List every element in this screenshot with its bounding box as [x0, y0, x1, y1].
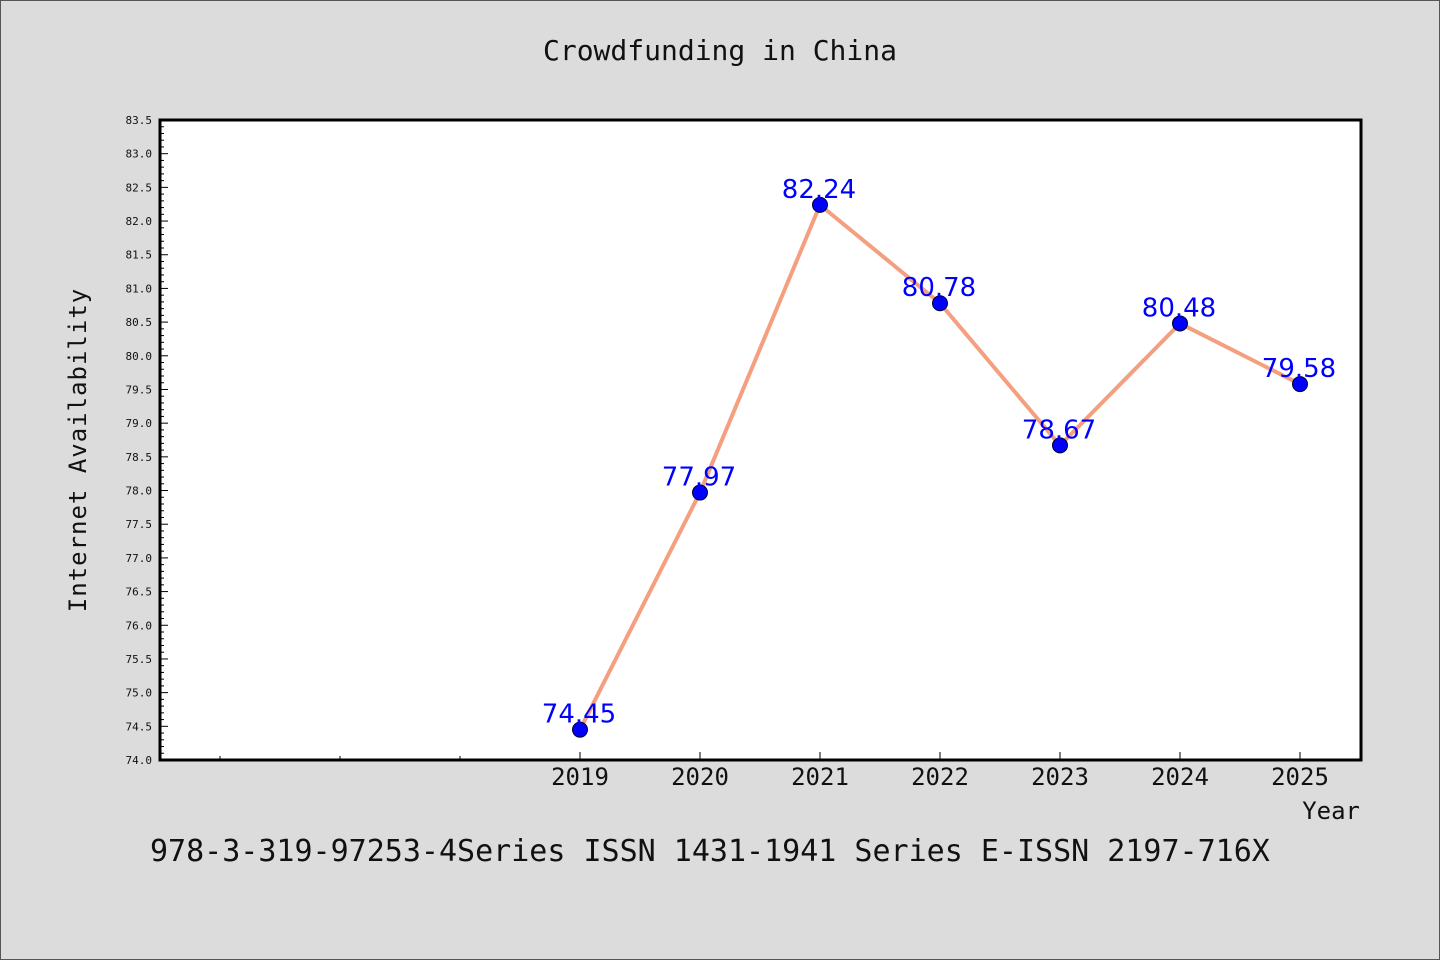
footer-isbn-text: 978-3-319-97253-4Series ISSN 1431-1941 S…	[150, 834, 1270, 869]
y-tick-label: 79.5	[126, 383, 153, 396]
y-tick-label: 74.5	[126, 720, 153, 733]
x-tick-label: 2025	[1271, 763, 1329, 791]
data-label: 80.78	[902, 273, 976, 303]
y-tick-label: 81.5	[126, 249, 153, 262]
x-tick-label: 2021	[791, 763, 849, 791]
y-tick-label: 75.5	[126, 653, 153, 666]
y-tick-label: 80.5	[126, 316, 153, 329]
data-label: 74.45	[542, 700, 616, 730]
data-label: 82.24	[782, 175, 856, 205]
x-tick-label: 2020	[671, 763, 729, 791]
y-tick-label: 82.5	[126, 181, 153, 194]
y-axis-label: Internet Availability	[64, 288, 92, 612]
data-point	[812, 196, 828, 213]
data-label: 80.48	[1142, 293, 1216, 323]
data-point	[1052, 437, 1068, 454]
y-tick-label: 78.0	[126, 485, 153, 498]
data-label: 77.97	[662, 463, 736, 493]
x-tick-label: 2024	[1151, 763, 1209, 791]
data-point	[932, 295, 948, 312]
plot-area	[158, 118, 1363, 762]
y-tick-label: 79.0	[126, 417, 153, 430]
y-tick-label: 82.0	[126, 215, 153, 228]
y-tick-label: 81.0	[126, 282, 153, 295]
data-label: 79.58	[1262, 354, 1336, 384]
markers-group	[572, 196, 1308, 738]
data-point	[1172, 315, 1188, 332]
data-label: 78.67	[1022, 415, 1096, 445]
y-tick-label: 76.5	[126, 586, 153, 599]
x-axis: 2019 2020 2021 2022 2023 2024 2025	[219, 752, 1329, 791]
data-labels-group: 74.45 77.97 82.24 80.78 78.67 80.48 79.58	[542, 175, 1336, 730]
y-tick-label: 74.0	[126, 754, 153, 767]
y-tick-label: 78.5	[126, 451, 153, 464]
x-axis-label: Year	[1302, 797, 1360, 825]
y-tick-label: 75.0	[126, 687, 153, 700]
y-tick-label: 77.5	[126, 518, 153, 531]
y-axis: 74.0 74.5 75.0 75.5 76.0 76.5 77.0 77.5 78.0 78.5…	[126, 114, 168, 767]
y-tick-label: 77.0	[126, 552, 153, 565]
y-tick-label: 80.0	[126, 350, 153, 363]
y-tick-label: 76.0	[126, 619, 153, 632]
x-tick-label: 2019	[551, 763, 609, 791]
y-tick-label: 83.0	[126, 148, 153, 161]
data-point	[1292, 376, 1308, 393]
x-tick-label: 2023	[1031, 763, 1089, 791]
x-tick-label: 2022	[911, 763, 969, 791]
chart-title: Crowdfunding in China	[542, 34, 897, 67]
y-tick-label: 83.5	[126, 114, 153, 127]
data-point	[692, 484, 708, 501]
data-point	[572, 721, 588, 738]
